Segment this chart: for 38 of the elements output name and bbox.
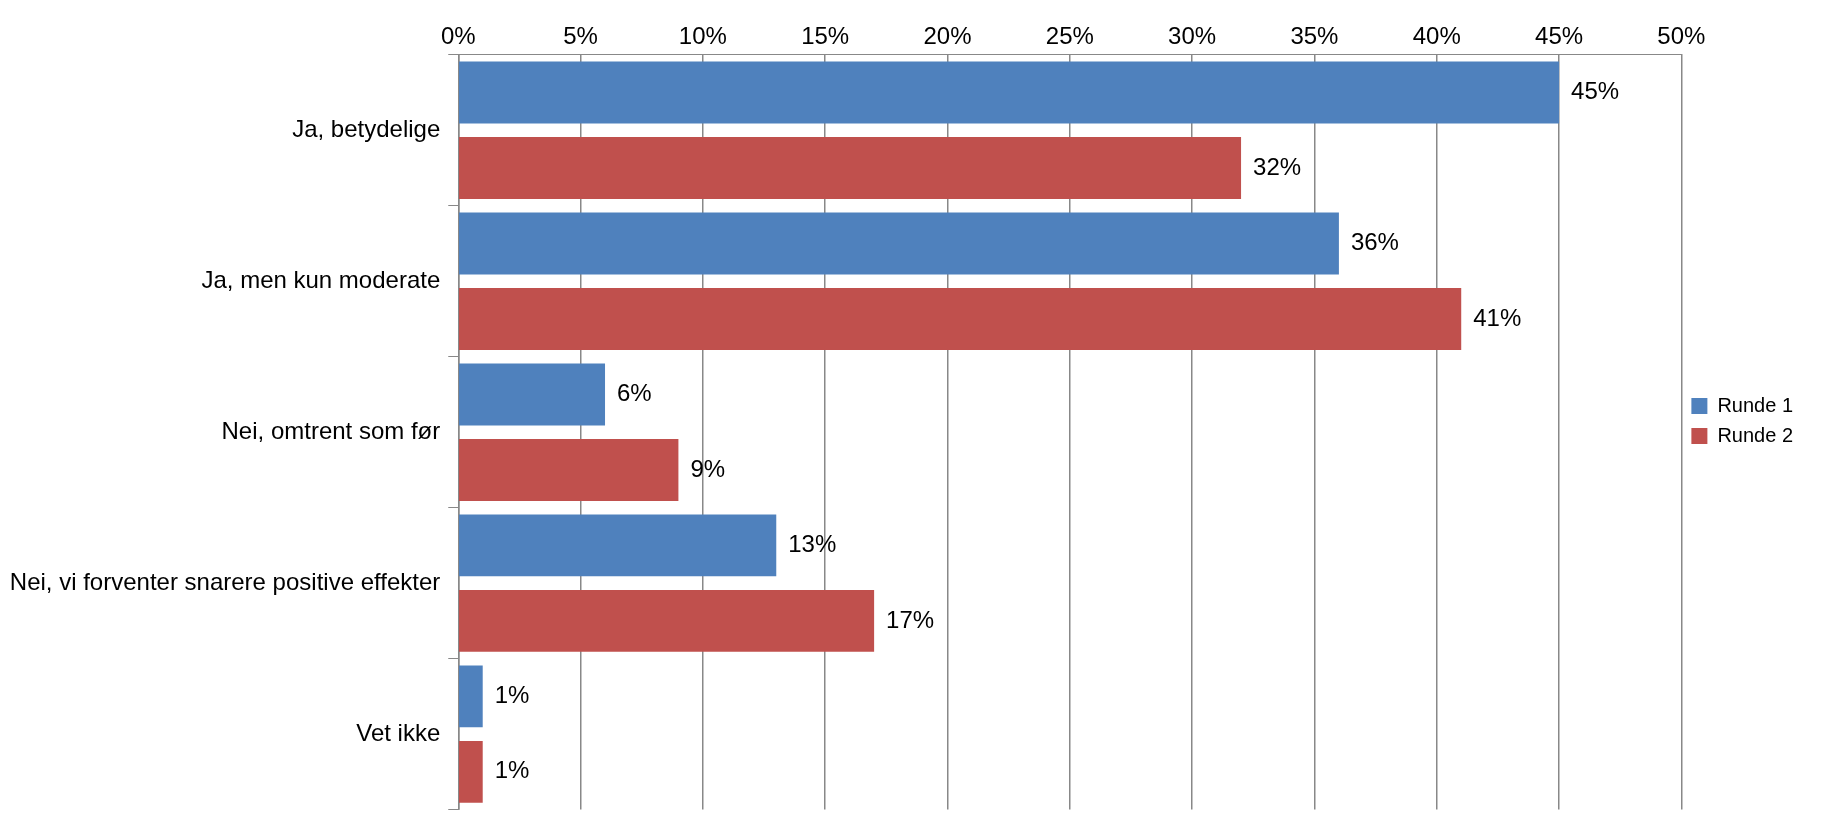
y-tick-label: Vet ikke	[356, 718, 441, 746]
data-label: 41%	[1473, 303, 1522, 331]
y-tick-label: Ja, men kun moderate	[201, 265, 441, 293]
data-label: 9%	[690, 454, 726, 482]
x-tick-label: 35%	[1290, 22, 1339, 50]
x-tick-label: 25%	[1045, 22, 1094, 50]
x-tick-label: 5%	[563, 22, 598, 50]
data-label: 1%	[494, 756, 530, 784]
data-label: 17%	[886, 605, 935, 633]
x-tick-label: 0%	[440, 22, 476, 50]
bar	[459, 61, 1560, 124]
data-label: 45%	[1571, 77, 1620, 105]
bar	[459, 363, 606, 426]
bar	[459, 514, 777, 577]
bar	[459, 740, 483, 803]
bar	[459, 288, 1462, 350]
legend-label: Runde 2	[1717, 423, 1794, 446]
data-label: 36%	[1350, 228, 1399, 256]
x-tick-label: 10%	[678, 22, 727, 50]
legend-label: Runde 1	[1717, 393, 1794, 416]
data-label: 13%	[788, 530, 837, 558]
bar	[459, 137, 1242, 199]
data-label: 32%	[1253, 152, 1302, 180]
x-tick-label: 30%	[1168, 22, 1217, 50]
x-tick-label: 50%	[1657, 22, 1706, 50]
y-tick-label: Nei, omtrent som før	[221, 416, 441, 444]
x-tick-label: 15%	[801, 22, 850, 50]
x-tick-label: 40%	[1412, 22, 1461, 50]
data-label: 6%	[617, 379, 652, 407]
bar	[459, 212, 1339, 275]
bar	[459, 438, 679, 501]
x-tick-label: 45%	[1535, 22, 1584, 50]
y-tick-label: Ja, betydelige	[292, 114, 441, 142]
y-tick-label: Nei, vi forventer snarere positive effekter	[9, 567, 441, 595]
bar	[459, 665, 483, 728]
data-label: 1%	[494, 681, 530, 709]
bar	[459, 589, 875, 652]
x-tick-label: 20%	[923, 22, 972, 50]
